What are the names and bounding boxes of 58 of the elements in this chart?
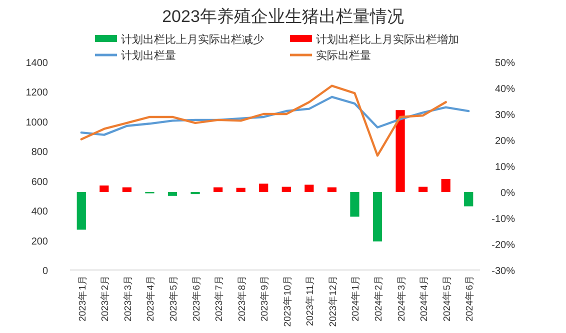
bar — [168, 192, 178, 196]
y2-tick-label: 0% — [500, 188, 516, 199]
x-tick-label: 2024年3月 — [395, 275, 408, 322]
y2-tick-label: 40% — [494, 84, 516, 95]
legend-label: 计划出栏比上月实际出栏减少 — [121, 33, 264, 46]
x-tick-label: 2023年12月 — [326, 275, 339, 327]
x-tick-label: 2023年1月 — [76, 275, 88, 322]
x-tick-label: 2024年4月 — [418, 275, 430, 322]
x-tick-label: 2023年4月 — [144, 275, 157, 322]
legend-label: 计划出栏量 — [121, 49, 176, 62]
bar — [259, 184, 268, 192]
x-tick-label: 2023年9月 — [258, 275, 271, 322]
y-tick-label: 0 — [42, 266, 48, 277]
bar — [372, 192, 382, 242]
x-tick-label: 2023年6月 — [190, 275, 202, 322]
bar — [100, 186, 109, 192]
y-tick-label: 600 — [31, 176, 48, 188]
x-tick-label: 2023年5月 — [168, 275, 180, 322]
x-tick-label: 2023年11月 — [304, 275, 316, 326]
x-tick-label: 2023年7月 — [213, 275, 226, 322]
y2-tick-label: -20% — [492, 240, 516, 251]
y-tick-label: 1400 — [26, 58, 48, 69]
y2-tick-label: 50% — [494, 58, 516, 69]
x-tick-label: 2024年6月 — [464, 275, 476, 322]
y-tick-label: 800 — [31, 147, 48, 158]
bar — [418, 186, 428, 192]
y2-tick-label: 10% — [494, 162, 516, 173]
y2-tick-label: -30% — [492, 266, 516, 277]
y2-tick-label: 30% — [494, 110, 516, 121]
bar — [396, 110, 405, 192]
y-tick-label: 1000 — [26, 117, 48, 128]
legend-label: 实际出栏量 — [316, 49, 371, 62]
line-series — [80, 84, 447, 157]
x-tick-label: 2023年10月 — [281, 275, 294, 327]
legend-label: 计划出栏比上月实际出栏增加 — [316, 33, 459, 46]
bar — [304, 184, 314, 192]
x-tick-label: 2024年2月 — [372, 275, 384, 322]
y-tick-label: 200 — [31, 236, 48, 248]
y2-tick-label: -10% — [492, 214, 516, 225]
bar — [76, 192, 86, 230]
y2-tick-label: 20% — [494, 136, 516, 147]
bar — [327, 187, 336, 192]
y-tick-label: 400 — [31, 206, 48, 218]
bar — [441, 179, 450, 192]
bar — [122, 187, 132, 192]
chart-title: 2023年养殖企业生猪出栏量情况 — [162, 7, 404, 26]
bar — [214, 187, 223, 192]
x-tick-label: 2023年2月 — [99, 275, 112, 322]
y-tick-label: 1200 — [26, 88, 48, 99]
bar — [282, 186, 291, 192]
x-tick-label: 2023年8月 — [236, 275, 248, 322]
bar — [464, 192, 474, 206]
x-tick-label: 2023年3月 — [122, 275, 134, 322]
x-tick-label: 2024年5月 — [440, 275, 453, 322]
bar — [350, 192, 360, 217]
line-series — [80, 96, 470, 136]
x-tick-label: 2024年1月 — [350, 275, 362, 322]
bar — [236, 188, 246, 192]
